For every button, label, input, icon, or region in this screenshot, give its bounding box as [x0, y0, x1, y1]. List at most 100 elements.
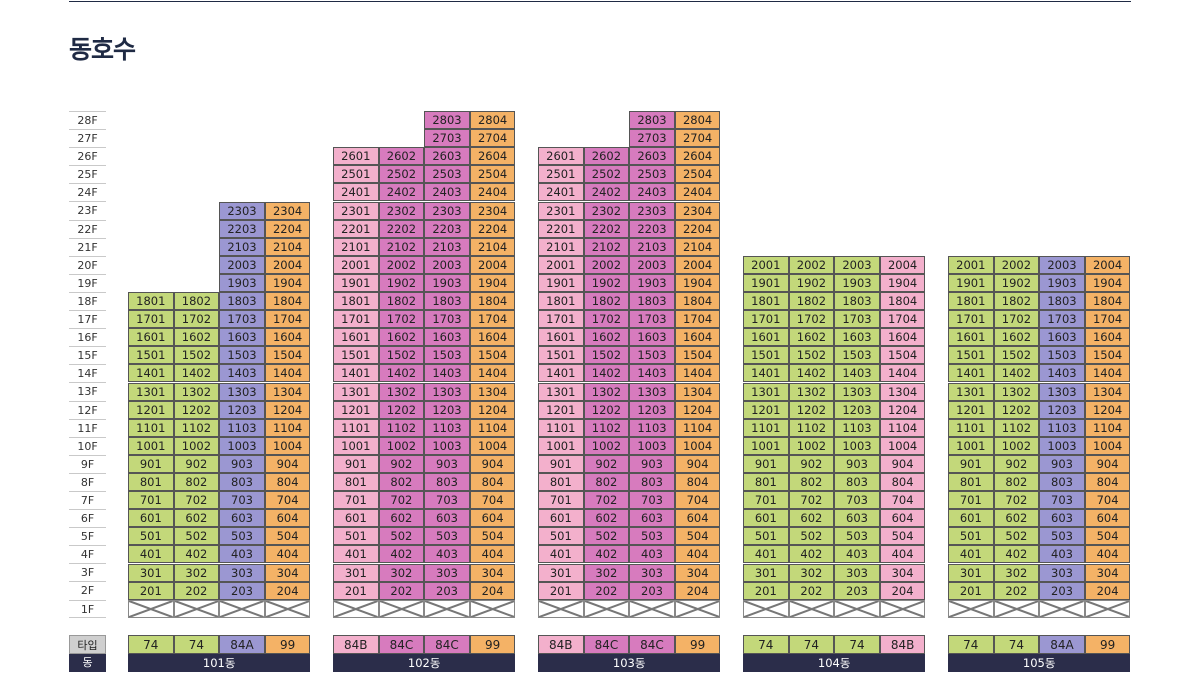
unit-cell[interactable]: 1803: [219, 292, 265, 311]
unit-cell[interactable]: 502: [993, 527, 1040, 546]
unit-cell[interactable]: 1204: [469, 400, 516, 419]
unit-cell[interactable]: 604: [1084, 509, 1131, 528]
unit-cell[interactable]: 1703: [219, 310, 265, 329]
unit-cell[interactable]: 1003: [629, 436, 675, 455]
unit-cell[interactable]: 1404: [674, 364, 721, 383]
unit-cell[interactable]: 703: [834, 491, 880, 510]
unit-cell[interactable]: 1503: [424, 346, 470, 365]
unit-cell[interactable]: 1103: [629, 418, 675, 437]
unit-cell[interactable]: 1104: [469, 418, 516, 437]
unit-cell[interactable]: 1903: [1039, 273, 1085, 292]
unit-cell[interactable]: 304: [674, 563, 721, 582]
unit-cell[interactable]: 702: [583, 491, 630, 510]
unit-cell[interactable]: 704: [879, 491, 926, 510]
unit-cell[interactable]: 1104: [264, 418, 311, 437]
unit-cell[interactable]: 1604: [674, 328, 721, 347]
unit-cell[interactable]: 2204: [264, 219, 311, 238]
unit-cell[interactable]: 1802: [583, 292, 630, 311]
unit-cell[interactable]: 2301: [538, 201, 584, 220]
unit-cell[interactable]: 1804: [469, 292, 516, 311]
unit-cell[interactable]: 1601: [743, 328, 789, 347]
unit-cell[interactable]: 2404: [674, 183, 721, 202]
unit-cell[interactable]: 903: [219, 454, 265, 473]
unit-cell[interactable]: 203: [424, 581, 470, 600]
unit-cell[interactable]: 704: [469, 491, 516, 510]
unit-cell[interactable]: 1503: [1039, 346, 1085, 365]
unit-cell[interactable]: 1603: [834, 328, 880, 347]
unit-cell[interactable]: 2603: [424, 147, 470, 166]
unit-cell[interactable]: 504: [469, 527, 516, 546]
unit-cell[interactable]: 601: [128, 509, 174, 528]
unit-cell[interactable]: 503: [629, 527, 675, 546]
unit-cell[interactable]: 403: [834, 545, 880, 564]
unit-cell[interactable]: 2204: [674, 219, 721, 238]
unit-cell[interactable]: 1802: [173, 292, 220, 311]
unit-cell[interactable]: 1403: [424, 364, 470, 383]
unit-cell[interactable]: 902: [583, 454, 630, 473]
unit-cell[interactable]: 1703: [424, 310, 470, 329]
unit-cell[interactable]: 602: [583, 509, 630, 528]
unit-cell[interactable]: 702: [378, 491, 425, 510]
unit-cell[interactable]: 1602: [583, 328, 630, 347]
unit-cell[interactable]: 1003: [219, 436, 265, 455]
unit-cell[interactable]: 603: [834, 509, 880, 528]
unit-cell[interactable]: 1902: [378, 273, 425, 292]
unit-cell[interactable]: 604: [674, 509, 721, 528]
unit-cell[interactable]: 503: [219, 527, 265, 546]
unit-cell[interactable]: 801: [538, 473, 584, 492]
unit-cell[interactable]: 2602: [583, 147, 630, 166]
unit-cell[interactable]: 704: [264, 491, 311, 510]
unit-cell[interactable]: 202: [173, 581, 220, 600]
unit-cell[interactable]: 301: [128, 563, 174, 582]
unit-cell[interactable]: 502: [173, 527, 220, 546]
unit-cell[interactable]: 301: [333, 563, 379, 582]
unit-cell[interactable]: 1603: [629, 328, 675, 347]
unit-cell[interactable]: 1203: [219, 400, 265, 419]
unit-cell[interactable]: 902: [173, 454, 220, 473]
unit-cell[interactable]: 1004: [264, 436, 311, 455]
unit-cell[interactable]: 1903: [424, 273, 470, 292]
unit-cell[interactable]: 1402: [788, 364, 835, 383]
unit-cell[interactable]: 2003: [1039, 255, 1085, 274]
unit-cell[interactable]: 304: [879, 563, 926, 582]
unit-cell[interactable]: 903: [834, 454, 880, 473]
unit-cell[interactable]: 1304: [879, 382, 926, 401]
unit-cell[interactable]: 803: [219, 473, 265, 492]
unit-cell[interactable]: 1403: [219, 364, 265, 383]
unit-cell[interactable]: 1802: [378, 292, 425, 311]
unit-cell[interactable]: 302: [378, 563, 425, 582]
unit-cell[interactable]: 403: [424, 545, 470, 564]
unit-cell[interactable]: 1302: [993, 382, 1040, 401]
unit-cell[interactable]: 1303: [1039, 382, 1085, 401]
unit-cell[interactable]: 702: [993, 491, 1040, 510]
unit-cell[interactable]: 1101: [128, 418, 174, 437]
unit-cell[interactable]: 603: [1039, 509, 1085, 528]
unit-cell[interactable]: 2604: [469, 147, 516, 166]
unit-cell[interactable]: 1602: [378, 328, 425, 347]
unit-cell[interactable]: 902: [788, 454, 835, 473]
unit-cell[interactable]: 1301: [948, 382, 994, 401]
unit-cell[interactable]: 1701: [743, 310, 789, 329]
unit-cell[interactable]: 1801: [743, 292, 789, 311]
unit-cell[interactable]: 502: [583, 527, 630, 546]
unit-cell[interactable]: 204: [674, 581, 721, 600]
unit-cell[interactable]: 2003: [629, 255, 675, 274]
unit-cell[interactable]: 1304: [264, 382, 311, 401]
unit-cell[interactable]: 1904: [264, 273, 311, 292]
unit-cell[interactable]: 504: [879, 527, 926, 546]
unit-cell[interactable]: 2002: [788, 255, 835, 274]
unit-cell[interactable]: 2301: [333, 201, 379, 220]
unit-cell[interactable]: 2001: [743, 255, 789, 274]
unit-cell[interactable]: 602: [378, 509, 425, 528]
unit-cell[interactable]: 603: [629, 509, 675, 528]
unit-cell[interactable]: 1201: [538, 400, 584, 419]
unit-cell[interactable]: 1403: [629, 364, 675, 383]
unit-cell[interactable]: 2604: [674, 147, 721, 166]
unit-cell[interactable]: 1902: [583, 273, 630, 292]
unit-cell[interactable]: 1602: [173, 328, 220, 347]
unit-cell[interactable]: 1103: [1039, 418, 1085, 437]
unit-cell[interactable]: 601: [538, 509, 584, 528]
unit-cell[interactable]: 1102: [378, 418, 425, 437]
unit-cell[interactable]: 1503: [219, 346, 265, 365]
unit-cell[interactable]: 2104: [674, 237, 721, 256]
